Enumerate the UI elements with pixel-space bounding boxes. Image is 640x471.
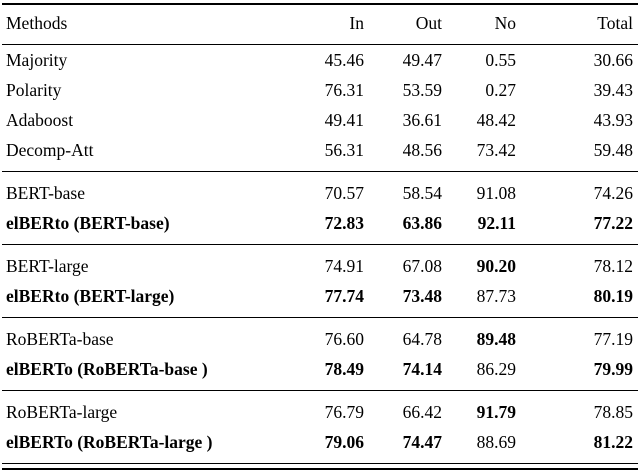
method-cell: Adaboost	[6, 110, 74, 130]
value-cell: 72.83	[324, 213, 364, 233]
table-row: elBERTo (RoBERTa-large ) 79.06 74.47 88.69 8…	[2, 427, 638, 464]
method-cell: RoBERTa-base	[2, 317, 296, 354]
table-row: Decomp-Att 56.31 48.56 73.42 59.48	[2, 135, 638, 172]
value-cell: 36.61	[402, 110, 442, 130]
value-cell: 48.56	[402, 140, 442, 160]
value-cell: 59.48	[593, 140, 633, 160]
value-cell: 74.91	[296, 244, 364, 281]
table-row: RoBERTa-large 76.79 66.42 91.79 78.85	[2, 390, 638, 427]
value-cell: 74.14	[402, 359, 442, 379]
table-row: BERT-base 70.57 58.54 91.08 74.26	[2, 171, 638, 208]
column-header-total: Total	[516, 4, 638, 45]
value-cell: 78.49	[324, 359, 364, 379]
value-cell: 45.46	[324, 50, 364, 70]
value-cell: 66.42	[364, 390, 442, 427]
value-cell: 30.66	[593, 50, 633, 70]
value-cell: 73.42	[476, 140, 516, 160]
value-cell: 74.47	[402, 432, 442, 452]
value-cell: 56.31	[324, 140, 364, 160]
table-row: RoBERTa-base 76.60 64.78 89.48 77.19	[2, 317, 638, 354]
value-cell: 76.79	[296, 390, 364, 427]
table-row: Polarity 76.31 53.59 0.27 39.43	[2, 75, 638, 105]
value-cell: 91.08	[442, 171, 516, 208]
value-cell: 90.20	[442, 244, 516, 281]
value-cell: 53.59	[402, 80, 442, 100]
table-row: Adaboost 49.41 36.61 48.42 43.93	[2, 105, 638, 135]
table-row: elBERTo (RoBERTa-base ) 78.49 74.14 86.29 79…	[2, 354, 638, 391]
method-cell: BERT-base	[2, 171, 296, 208]
value-cell: 78.12	[516, 244, 638, 281]
value-cell: 92.11	[477, 213, 516, 233]
value-cell: 91.79	[442, 390, 516, 427]
value-cell: 89.48	[442, 317, 516, 354]
value-cell: 77.22	[593, 213, 633, 233]
column-header-methods: Methods	[2, 4, 296, 45]
value-cell: 0.27	[485, 80, 516, 100]
table-header: Methods In Out No Total	[2, 4, 638, 45]
method-cell: elBERto (BERT-large)	[6, 286, 175, 306]
bottom-rule	[2, 467, 638, 471]
value-cell: 39.43	[593, 80, 633, 100]
method-cell: elBERTo (RoBERTa-large )	[6, 432, 213, 452]
table-row: elBERto (BERT-base) 72.83 63.86 92.11 77.22	[2, 208, 638, 245]
table-body: Majority 45.46 49.47 0.55 30.66 Polarity 76.31…	[2, 45, 638, 464]
value-cell: 79.06	[324, 432, 364, 452]
method-cell: elBERTo (RoBERTa-base )	[6, 359, 208, 379]
value-cell: 43.93	[593, 110, 633, 130]
value-cell: 73.48	[402, 286, 442, 306]
header-row: Methods In Out No Total	[2, 4, 638, 45]
table-row: elBERto (BERT-large) 77.74 73.48 87.73 80.19	[2, 281, 638, 318]
value-cell: 63.86	[402, 213, 442, 233]
value-cell: 78.85	[516, 390, 638, 427]
method-cell: elBERto (BERT-base)	[6, 213, 170, 233]
method-cell: Majority	[6, 50, 68, 70]
results-table: Methods In Out No Total Majority 45.46 49.47 0.…	[2, 3, 638, 464]
value-cell: 76.31	[324, 80, 364, 100]
value-cell: 67.08	[364, 244, 442, 281]
value-cell: 86.29	[476, 359, 516, 379]
value-cell: 81.22	[593, 432, 633, 452]
value-cell: 76.60	[296, 317, 364, 354]
method-cell: RoBERTa-large	[2, 390, 296, 427]
value-cell: 79.99	[593, 359, 633, 379]
value-cell: 64.78	[364, 317, 442, 354]
value-cell: 48.42	[476, 110, 516, 130]
value-cell: 88.69	[476, 432, 516, 452]
value-cell: 77.74	[324, 286, 364, 306]
value-cell: 70.57	[296, 171, 364, 208]
column-header-out: Out	[364, 4, 442, 45]
value-cell: 49.41	[324, 110, 364, 130]
value-cell: 49.47	[402, 50, 442, 70]
value-cell: 58.54	[364, 171, 442, 208]
method-cell: Polarity	[6, 80, 62, 100]
column-header-no: No	[442, 4, 516, 45]
value-cell: 0.55	[485, 50, 516, 70]
table-row: Majority 45.46 49.47 0.55 30.66	[2, 45, 638, 76]
column-header-in: In	[296, 4, 364, 45]
value-cell: 80.19	[593, 286, 633, 306]
table-row: BERT-large 74.91 67.08 90.20 78.12	[2, 244, 638, 281]
value-cell: 77.19	[516, 317, 638, 354]
method-cell: Decomp-Att	[6, 140, 94, 160]
value-cell: 74.26	[516, 171, 638, 208]
value-cell: 87.73	[476, 286, 516, 306]
results-table-wrapper: Methods In Out No Total Majority 45.46 49.47 0.…	[2, 3, 638, 471]
method-cell: BERT-large	[2, 244, 296, 281]
